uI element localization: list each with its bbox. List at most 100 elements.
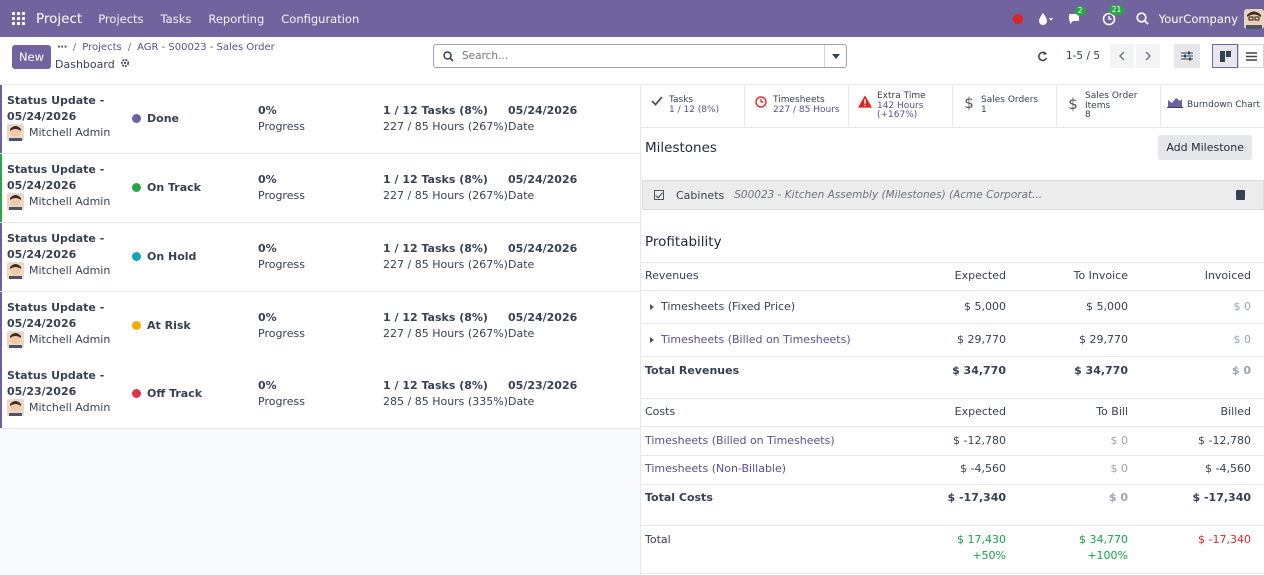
- refresh-icon[interactable]: [1037, 51, 1048, 62]
- cost-name[interactable]: Timesheets (Billed on Timesheets): [645, 434, 835, 447]
- status-update-row[interactable]: Status Update - 05/24/2026 Mitchell Admi…: [0, 85, 640, 154]
- grid-icon: [11, 12, 25, 25]
- stat-sales-orders[interactable]: $ Sales Orders 1: [953, 85, 1057, 128]
- progress-value: 0%: [258, 379, 277, 392]
- stat-extra: (+167%): [877, 110, 918, 120]
- milestone-checkbox[interactable]: [654, 190, 664, 200]
- cost-to-bill: $ 0: [1110, 462, 1129, 475]
- invoiced-header: Invoiced: [1204, 269, 1251, 282]
- pager-next-button[interactable]: [1136, 44, 1160, 68]
- status-update-row[interactable]: Status Update - 05/24/2026 Mitchell Admi…: [0, 223, 640, 292]
- control-panel: New ··· / Projects / AGR - S00023 - Sale…: [0, 37, 1264, 85]
- menu-configuration[interactable]: Configuration: [281, 11, 360, 26]
- stat-label: Sales Orders: [981, 95, 1039, 105]
- menu-reporting[interactable]: Reporting: [208, 11, 265, 26]
- update-title: Status Update - 05/24/2026: [7, 232, 105, 261]
- menu-projects[interactable]: Projects: [98, 11, 144, 26]
- status-color-bar: [0, 360, 2, 428]
- hours-value: 227 / 85 Hours (267%): [383, 327, 508, 340]
- progress-cell: 0% Progress: [258, 172, 305, 204]
- trash-icon[interactable]: [1236, 190, 1245, 200]
- expected-header: Expected: [954, 405, 1006, 418]
- stat-value: 1 / 12 (8%): [669, 104, 720, 115]
- update-title: Status Update - 05/24/2026: [7, 94, 105, 123]
- progress-cell: 0% Progress: [258, 241, 305, 273]
- status-update-row[interactable]: Status Update - 05/24/2026 Mitchell Admi…: [0, 154, 640, 223]
- search-icon[interactable]: [1136, 12, 1149, 25]
- revenue-expected: $ 5,000: [964, 300, 1006, 313]
- date-label: Date: [508, 189, 535, 202]
- date-cell: 05/24/2026 Date: [508, 241, 577, 273]
- user-avatar[interactable]: [1244, 8, 1264, 29]
- cost-to-bill: $ 0: [1110, 434, 1129, 447]
- progress-cell: 0% Progress: [258, 310, 305, 342]
- stat-extra-time[interactable]: Extra Time 142 Hours (+167%): [849, 85, 953, 128]
- status-badge: On Track: [132, 181, 201, 194]
- filter-settings-button[interactable]: [1174, 44, 1200, 68]
- total-revenues-label: Total Revenues: [645, 364, 740, 377]
- app-brand[interactable]: Project: [36, 10, 83, 27]
- cost-expected: $ -12,780: [953, 434, 1006, 447]
- kanban-view-button[interactable]: [1212, 44, 1238, 68]
- search-options-toggle[interactable]: [824, 45, 846, 67]
- revenue-invoiced: $ 0: [1233, 300, 1252, 313]
- pager-value[interactable]: 1-5 / 5: [1065, 50, 1100, 62]
- area-chart-icon: [1166, 96, 1184, 108]
- to-invoice-header: To Invoice: [1073, 269, 1128, 282]
- total-expected: $ 17,430: [957, 533, 1006, 546]
- date-cell: 05/24/2026 Date: [508, 310, 577, 342]
- revenue-name-cell[interactable]: Timesheets (Billed on Timesheets): [641, 333, 851, 346]
- check-icon: [650, 96, 664, 106]
- breadcrumb-more[interactable]: ···: [57, 42, 67, 53]
- stat-sales-order-items[interactable]: $ Sales Order Items 8: [1057, 85, 1161, 128]
- caret-right-icon: [650, 337, 654, 343]
- hours-value: 285 / 85 Hours (335%): [383, 395, 508, 408]
- update-title: Status Update - 05/24/2026: [7, 301, 105, 330]
- drop-icon[interactable]: [1038, 12, 1054, 25]
- page-title-row: Dashboard: [55, 58, 130, 71]
- new-button[interactable]: New: [12, 45, 51, 69]
- search-input[interactable]: [462, 50, 812, 62]
- stat-timesheets[interactable]: Timesheets 227 / 85 Hours: [745, 85, 849, 128]
- status-update-row[interactable]: Status Update - 05/23/2026 Mitchell Admi…: [0, 360, 640, 429]
- milestone-name: Cabinets: [676, 188, 725, 202]
- stat-burndown-chart[interactable]: Burndown Chart: [1161, 85, 1264, 128]
- progress-label: Progress: [258, 258, 305, 271]
- page-title: Dashboard: [55, 58, 115, 71]
- pager-previous-button[interactable]: [1110, 44, 1134, 68]
- update-user: Mitchell Admin: [7, 124, 110, 141]
- date-cell: 05/23/2026 Date: [508, 378, 577, 410]
- hours-value: 227 / 85 Hours (267%): [383, 120, 508, 133]
- total-billed: $ -17,340: [1198, 533, 1251, 546]
- cost-name[interactable]: Timesheets (Non-Billable): [645, 462, 787, 475]
- bug-icon[interactable]: [1012, 13, 1024, 25]
- messages-icon[interactable]: 2: [1068, 5, 1086, 25]
- gear-icon[interactable]: [120, 58, 130, 71]
- milestones-title: Milestones: [645, 140, 717, 156]
- status-label: Off Track: [147, 387, 203, 400]
- breadcrumb-projects[interactable]: Projects: [82, 42, 122, 53]
- activity-icon[interactable]: 21: [1102, 4, 1125, 26]
- company-switcher[interactable]: YourCompany: [1158, 11, 1238, 26]
- messages-badge: 2: [1074, 5, 1086, 16]
- revenues-header-label: Revenues: [645, 269, 699, 282]
- date-value: 05/24/2026: [508, 242, 578, 255]
- apps-menu-button[interactable]: [0, 0, 36, 37]
- revenue-name-cell[interactable]: Timesheets (Fixed Price): [641, 300, 795, 313]
- status-color-bar: [0, 154, 2, 222]
- list-view-button[interactable]: [1238, 44, 1264, 68]
- activity-badge: 21: [1108, 4, 1125, 15]
- revenue-name[interactable]: Timesheets (Billed on Timesheets): [661, 333, 851, 346]
- add-milestone-button[interactable]: Add Milestone: [1158, 135, 1252, 160]
- stat-tasks[interactable]: Tasks 1 / 12 (8%): [641, 85, 745, 128]
- menu-tasks[interactable]: Tasks: [160, 11, 192, 26]
- date-value: 05/24/2026: [508, 173, 578, 186]
- top-navbar: Project Projects Tasks Reporting Configu…: [0, 0, 1264, 37]
- milestone-item[interactable]: Cabinets S00023 - Kitchen Assembly (Mile…: [642, 180, 1264, 210]
- total-to-bill-pct: +100%: [1087, 549, 1128, 562]
- breadcrumb-sales-order[interactable]: AGR - S00023 - Sales Order: [137, 42, 275, 53]
- status-update-row[interactable]: Status Update - 05/24/2026 Mitchell Admi…: [0, 292, 640, 361]
- revenue-invoiced: $ 0: [1233, 333, 1252, 346]
- project-side-panel: Tasks 1 / 12 (8%) Timesheets 227 / 85 Hour…: [640, 85, 1264, 575]
- user-name: Mitchell Admin: [29, 195, 111, 208]
